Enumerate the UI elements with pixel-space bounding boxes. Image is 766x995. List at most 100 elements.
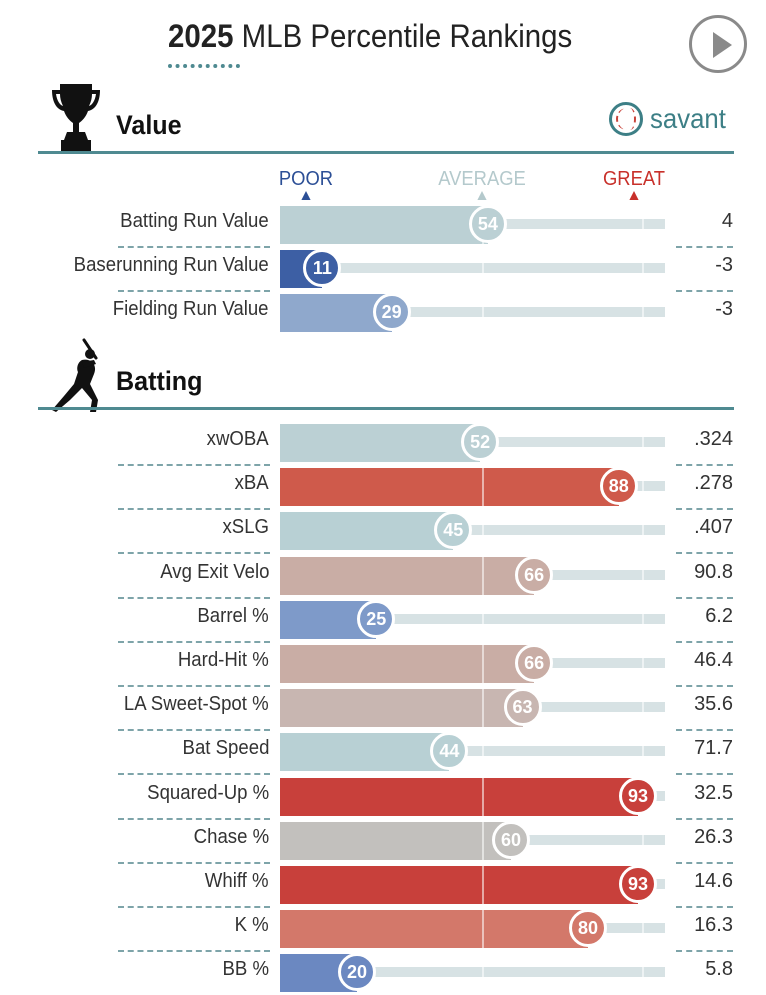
great-marker-line <box>642 645 644 683</box>
value-section-header: Value savant <box>38 82 734 154</box>
row-divider-right <box>676 817 733 820</box>
average-arrow-icon <box>477 191 487 200</box>
savant-logo[interactable]: savant <box>608 102 733 136</box>
percentile-bubble[interactable]: 29 <box>372 293 411 332</box>
metric-label: Whiff % <box>205 870 269 892</box>
metric-row[interactable]: BB % 20 5.8 <box>0 952 766 995</box>
average-marker-line <box>482 250 484 289</box>
percentile-bubble[interactable]: 93 <box>619 865 658 903</box>
great-marker-line <box>642 556 644 595</box>
percentile-bubble[interactable]: 11 <box>303 249 342 288</box>
great-marker-line <box>642 206 644 244</box>
play-icon[interactable] <box>713 32 732 58</box>
row-divider-right <box>676 685 733 687</box>
great-marker-line <box>642 250 644 289</box>
bar-track <box>280 525 665 536</box>
percentile-bubble[interactable]: 80 <box>569 909 607 948</box>
play-button[interactable] <box>689 15 747 73</box>
metric-row[interactable]: LA Sweet-Spot % 63 35.6 <box>0 687 766 732</box>
metric-row[interactable]: Batting Run Value 54 4 <box>0 204 766 248</box>
value-section-title: Value <box>116 110 182 140</box>
metric-row[interactable]: Hard-Hit % 66 46.4 <box>0 643 766 687</box>
percentile-bubble[interactable]: 93 <box>619 776 658 815</box>
metric-row[interactable]: xSLG 45 .407 <box>0 510 766 555</box>
metric-row[interactable]: Baserunning Run Value 11 -3 <box>0 248 766 293</box>
poor-text: POOR <box>278 168 334 190</box>
percentile-bar[interactable] <box>280 689 523 728</box>
percentile-bubble[interactable]: 54 <box>468 205 507 243</box>
percentile-bar[interactable] <box>280 556 535 595</box>
row-divider-left <box>118 596 270 599</box>
percentile-bar[interactable] <box>280 910 588 949</box>
poor-arrow-icon <box>301 191 311 200</box>
percentile-bubble[interactable]: 60 <box>492 820 530 859</box>
great-marker-line <box>642 294 644 333</box>
metric-value: .324 <box>694 428 733 450</box>
title-underline <box>168 64 240 68</box>
percentile-bubble[interactable]: 66 <box>515 555 554 594</box>
metric-value: 32.5 <box>694 781 733 804</box>
percentile-bubble[interactable]: 63 <box>503 688 542 727</box>
percentile-bar[interactable] <box>280 777 639 816</box>
percentile-bar[interactable] <box>280 733 450 772</box>
metric-value: 35.6 <box>694 693 733 716</box>
row-divider-right <box>676 950 733 953</box>
metric-row[interactable]: K % 80 16.3 <box>0 908 766 953</box>
metric-row[interactable]: Bat Speed 44 71.7 <box>0 731 766 776</box>
metric-row[interactable]: Whiff % 93 14.6 <box>0 864 766 908</box>
section-rule <box>38 407 734 410</box>
metric-row[interactable]: Chase % 60 26.3 <box>0 820 766 864</box>
row-divider-left <box>118 464 270 466</box>
metric-value: 5.8 <box>705 958 733 981</box>
metric-row[interactable]: Squared-Up % 93 32.5 <box>0 776 766 820</box>
percentile-bubble[interactable]: 25 <box>357 599 396 638</box>
percentile-bar[interactable] <box>280 512 454 551</box>
percentile-bar[interactable] <box>280 866 639 904</box>
metric-row[interactable]: Avg Exit Velo 66 90.8 <box>0 555 766 599</box>
average-marker-line <box>482 468 484 507</box>
batting-section-title: Batting <box>116 366 203 396</box>
row-divider-right <box>676 464 733 466</box>
bar-track <box>280 263 665 274</box>
average-marker-line <box>482 910 484 949</box>
metric-label: BB % <box>222 958 269 981</box>
great-marker-line <box>642 468 644 507</box>
great-marker-line <box>642 733 644 772</box>
great-text: GREAT <box>602 168 666 190</box>
row-divider-left <box>118 729 270 732</box>
percentile-bar[interactable] <box>280 821 511 860</box>
metric-value: 90.8 <box>694 560 733 583</box>
percentile-bubble[interactable]: 20 <box>338 953 376 992</box>
average-marker-line <box>482 866 484 904</box>
metric-value: .278 <box>694 472 733 495</box>
percentile-bar[interactable] <box>280 645 535 683</box>
average-marker-line <box>482 954 484 993</box>
header: 2025 MLB Percentile Rankings <box>0 0 766 80</box>
metric-value: 4 <box>721 210 733 232</box>
average-marker-line <box>482 600 484 639</box>
average-marker-line <box>482 512 484 551</box>
metric-row[interactable]: xBA 88 .278 <box>0 466 766 511</box>
title-year: 2025 <box>168 18 234 54</box>
row-divider-right <box>676 773 733 776</box>
percentile-bar[interactable] <box>280 468 619 507</box>
metric-label: xSLG <box>222 516 269 539</box>
percentile-bar[interactable] <box>280 424 481 462</box>
percentile-bubble[interactable]: 66 <box>515 644 554 682</box>
average-marker-line <box>482 294 484 333</box>
metric-label: LA Sweet-Spot % <box>124 693 269 716</box>
metric-label: Avg Exit Velo <box>159 560 269 583</box>
metric-row[interactable]: xwOBA 52 .324 <box>0 422 766 466</box>
row-divider-right <box>676 906 733 908</box>
row-divider-left <box>118 246 270 248</box>
metric-row[interactable]: Fielding Run Value 29 -3 <box>0 292 766 336</box>
average-marker-line <box>482 733 484 772</box>
percentile-bubble[interactable]: 52 <box>461 423 500 461</box>
percentile-bar[interactable] <box>280 206 488 244</box>
percentile-bubble[interactable]: 45 <box>434 511 473 550</box>
metric-row[interactable]: Barrel % 25 6.2 <box>0 599 766 643</box>
bar-track <box>280 613 665 624</box>
percentile-bubble[interactable]: 88 <box>599 467 638 506</box>
row-divider-right <box>676 729 733 732</box>
percentile-bubble[interactable]: 44 <box>430 732 469 771</box>
